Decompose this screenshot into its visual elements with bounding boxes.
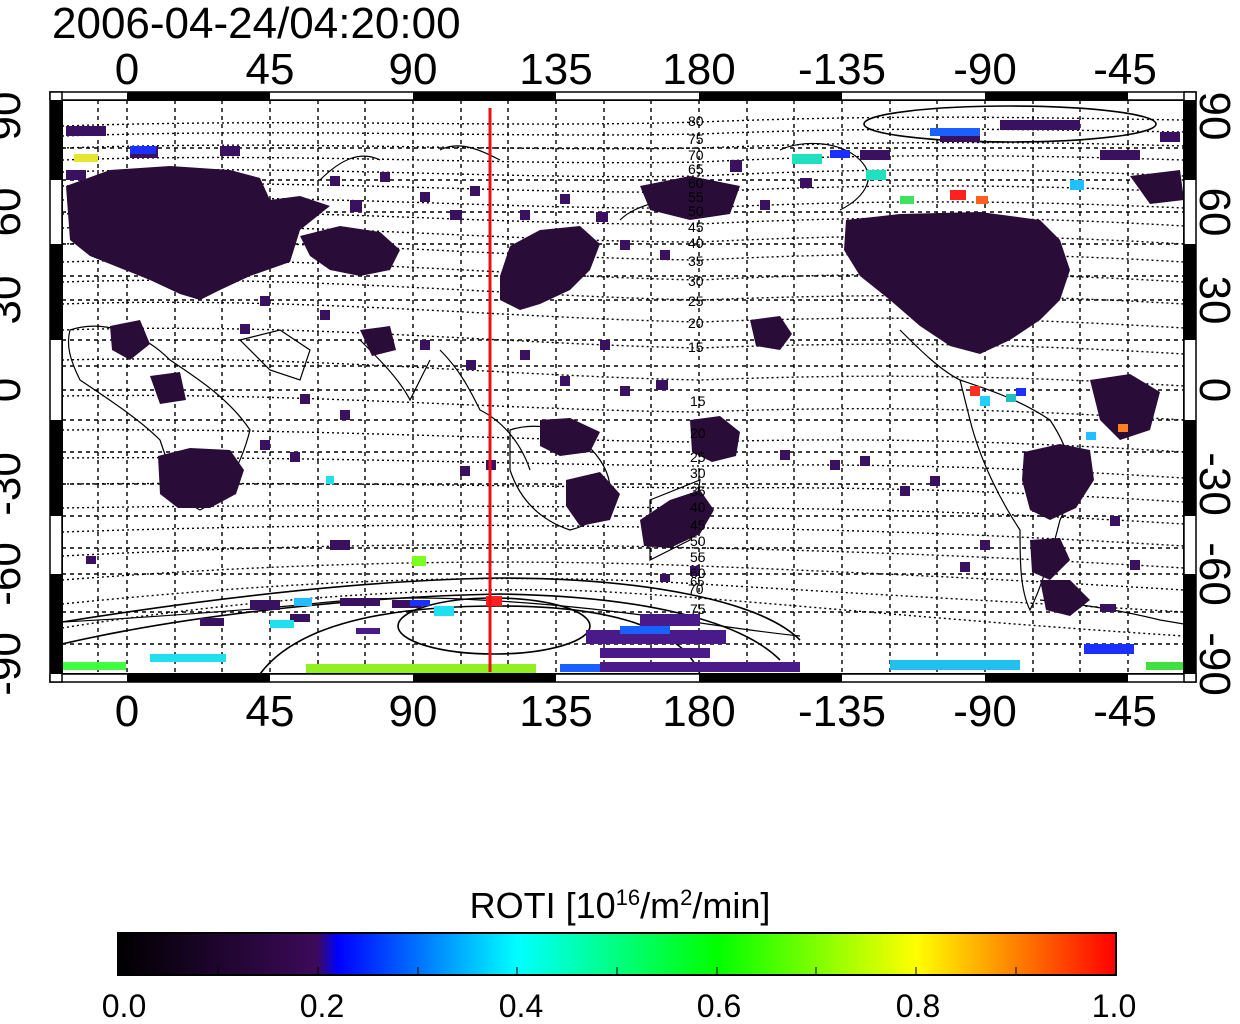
contour-label-25: 25 [688,293,704,309]
colorbar-title-exp: 16 [615,885,641,910]
colorbar [117,932,1117,976]
contour-label-15-south: 15 [690,393,706,409]
top-tick-0: 0 [114,45,140,94]
bottom-tick-2: 90 [388,687,438,736]
colorbar-tick-2: 0.4 [498,988,544,1024]
colorbar-tick-0: 0.0 [101,988,147,1024]
contour-label-45: 45 [688,219,704,235]
contour-label-75: 75 [688,131,704,147]
colorbar-title-mid: /m [640,885,681,926]
colorbar-title-main: ROTI [10 [469,885,616,926]
colorbar-tick-1: 0.2 [299,988,345,1024]
contour-label-20: 20 [688,315,704,331]
colorbar-tick-4: 0.8 [895,988,941,1024]
contour-label-30: 30 [688,273,704,289]
contour-label-35-south: 35 [690,483,706,499]
colorbar-title: ROTI [1016/m2/min] [0,876,1240,928]
roti-data-cells [66,166,1184,616]
top-tick-1: 45 [245,45,295,94]
contour-label-30-south: 30 [690,465,706,481]
bottom-tick-4: 180 [662,687,736,736]
roti-high-cells [62,128,1184,674]
bottom-tick-6: -90 [953,687,1017,736]
roti-scattered-cells [66,120,1180,672]
contour-label-55: 55 [688,189,704,205]
contour-label-70: 70 [688,147,704,163]
contour-label-35: 35 [688,253,704,269]
contour-label-20-south: 20 [690,425,706,441]
colorbar-title-exp2: 2 [680,885,693,910]
bottom-tick-1: 45 [245,687,295,736]
colorbar-tick-5: 1.0 [1091,988,1137,1024]
top-tick-5: -135 [797,45,887,94]
contour-labels: 80 75 70 65 60 55 50 45 40 35 30 25 20 1… [688,113,706,617]
contour-label-40: 40 [688,235,704,251]
bottom-tick-3: 135 [519,687,593,736]
contour-label-80: 80 [688,113,704,129]
contour-label-70-south: 70 [688,581,704,597]
top-tick-7: -45 [1093,45,1157,94]
contour-label-55-south: 55 [690,549,706,565]
colorbar-title-end: /min] [692,885,771,926]
contour-label-40-south: 40 [690,499,706,515]
bottom-tick-7: -45 [1093,687,1157,736]
top-tick-3: 135 [519,45,593,94]
contour-label-25-south: 25 [690,449,706,465]
map-title: 2006-04-24/04:20:00 [52,0,461,48]
contour-label-65: 65 [688,161,704,177]
bottom-tick-5: -135 [797,687,887,736]
contour-label-75-south: 75 [690,601,706,617]
contour-label-60-south: 60 [690,565,706,581]
contour-label-45-south: 45 [690,517,706,533]
top-tick-4: 180 [662,45,736,94]
plot-frame [49,91,1197,683]
bottom-tick-0: 0 [114,687,140,736]
colorbar-tick-3: 0.6 [696,988,742,1024]
contour-label-50-south: 50 [690,533,706,549]
top-tick-6: -90 [953,45,1017,94]
magnetic-latitude-contours [62,116,1184,637]
contour-label-65-south: 65 [690,574,704,589]
contour-label-50: 50 [688,203,704,219]
top-tick-2: 90 [388,45,438,94]
contour-label-60: 60 [688,175,704,191]
contour-label-15-north: 15 [688,339,704,355]
